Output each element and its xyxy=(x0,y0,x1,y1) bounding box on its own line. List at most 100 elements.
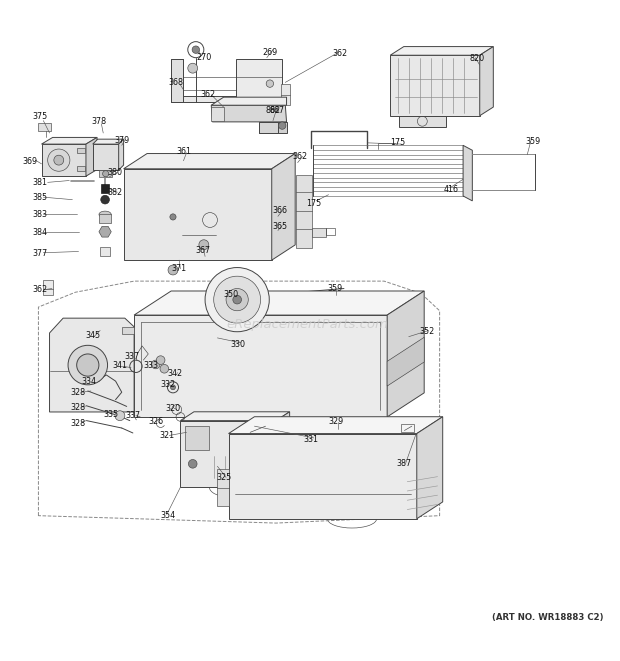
Text: 379: 379 xyxy=(115,136,130,145)
Text: 365: 365 xyxy=(273,222,288,231)
Polygon shape xyxy=(93,144,118,170)
Text: 329: 329 xyxy=(329,417,343,426)
Text: 366: 366 xyxy=(273,206,288,215)
Text: 375: 375 xyxy=(32,112,47,122)
Text: 862: 862 xyxy=(265,106,280,115)
Polygon shape xyxy=(180,420,276,487)
Text: 361: 361 xyxy=(177,147,192,156)
Text: 337: 337 xyxy=(126,411,141,420)
Bar xyxy=(38,123,51,132)
Circle shape xyxy=(168,265,178,275)
Text: 341: 341 xyxy=(112,360,127,369)
Circle shape xyxy=(205,268,269,332)
Text: 334: 334 xyxy=(82,377,97,385)
Text: 175: 175 xyxy=(306,199,321,208)
Polygon shape xyxy=(211,97,286,105)
Circle shape xyxy=(278,122,286,130)
Circle shape xyxy=(266,80,273,87)
Polygon shape xyxy=(236,59,282,107)
Text: 326: 326 xyxy=(148,417,163,426)
Polygon shape xyxy=(296,175,312,248)
Polygon shape xyxy=(171,59,282,102)
Polygon shape xyxy=(42,137,97,144)
Circle shape xyxy=(156,356,165,364)
Text: 359: 359 xyxy=(327,284,342,293)
Text: 867: 867 xyxy=(270,106,285,115)
Text: 335: 335 xyxy=(104,410,119,419)
Ellipse shape xyxy=(99,211,111,217)
Text: 381: 381 xyxy=(32,178,47,187)
Text: (ART NO. WR18883 C2): (ART NO. WR18883 C2) xyxy=(492,613,603,622)
Polygon shape xyxy=(93,139,123,144)
Circle shape xyxy=(103,171,108,176)
Polygon shape xyxy=(390,56,480,116)
Circle shape xyxy=(192,46,200,54)
Text: 359: 359 xyxy=(526,137,541,146)
Circle shape xyxy=(101,196,109,204)
Text: 320: 320 xyxy=(166,404,180,412)
Text: 328: 328 xyxy=(70,403,86,412)
Circle shape xyxy=(54,155,64,165)
Circle shape xyxy=(188,63,198,73)
Polygon shape xyxy=(118,139,123,170)
Text: 416: 416 xyxy=(443,185,458,194)
Text: 362: 362 xyxy=(200,90,215,99)
Text: 333: 333 xyxy=(143,360,158,369)
Text: 328: 328 xyxy=(70,418,86,428)
Text: 270: 270 xyxy=(196,53,211,62)
Polygon shape xyxy=(417,416,443,519)
Text: 321: 321 xyxy=(159,431,174,440)
Text: 362: 362 xyxy=(293,152,308,161)
Text: 331: 331 xyxy=(304,435,319,444)
Text: 387: 387 xyxy=(396,459,412,469)
Polygon shape xyxy=(272,153,295,260)
Text: 362: 362 xyxy=(332,50,347,58)
Text: 352: 352 xyxy=(420,327,435,336)
Text: 368: 368 xyxy=(168,78,183,87)
Polygon shape xyxy=(312,228,326,237)
Polygon shape xyxy=(390,46,494,56)
Polygon shape xyxy=(399,116,446,127)
Polygon shape xyxy=(50,318,134,412)
Text: 175: 175 xyxy=(390,138,405,147)
Bar xyxy=(101,184,109,193)
Polygon shape xyxy=(171,59,184,102)
Text: eReplacementParts.com: eReplacementParts.com xyxy=(226,318,388,330)
Polygon shape xyxy=(229,416,443,434)
Circle shape xyxy=(233,295,241,304)
Circle shape xyxy=(48,149,70,171)
Text: 382: 382 xyxy=(107,188,123,197)
Polygon shape xyxy=(180,412,290,420)
Polygon shape xyxy=(276,412,290,487)
Text: 269: 269 xyxy=(262,48,278,58)
Polygon shape xyxy=(123,153,295,169)
Text: 383: 383 xyxy=(32,210,47,219)
Text: 369: 369 xyxy=(23,157,38,166)
Polygon shape xyxy=(229,434,417,519)
Polygon shape xyxy=(99,227,111,237)
Circle shape xyxy=(188,459,197,468)
Text: 367: 367 xyxy=(195,246,210,254)
Circle shape xyxy=(115,410,125,420)
Bar xyxy=(99,214,111,223)
Polygon shape xyxy=(387,337,424,386)
Polygon shape xyxy=(42,144,86,176)
Text: 385: 385 xyxy=(32,192,47,202)
Text: 330: 330 xyxy=(231,340,246,348)
Bar xyxy=(78,148,85,153)
Circle shape xyxy=(214,276,260,323)
Text: 354: 354 xyxy=(161,511,175,520)
Text: 325: 325 xyxy=(216,473,231,482)
Text: 377: 377 xyxy=(32,249,47,258)
Bar xyxy=(99,170,112,177)
Polygon shape xyxy=(122,327,134,334)
Polygon shape xyxy=(463,145,472,201)
Bar xyxy=(185,426,209,450)
Circle shape xyxy=(151,360,160,369)
Text: 332: 332 xyxy=(161,380,175,389)
Text: 328: 328 xyxy=(70,388,86,397)
Polygon shape xyxy=(211,105,286,122)
Text: 378: 378 xyxy=(91,118,107,126)
Polygon shape xyxy=(86,137,97,176)
Text: 380: 380 xyxy=(107,168,123,177)
